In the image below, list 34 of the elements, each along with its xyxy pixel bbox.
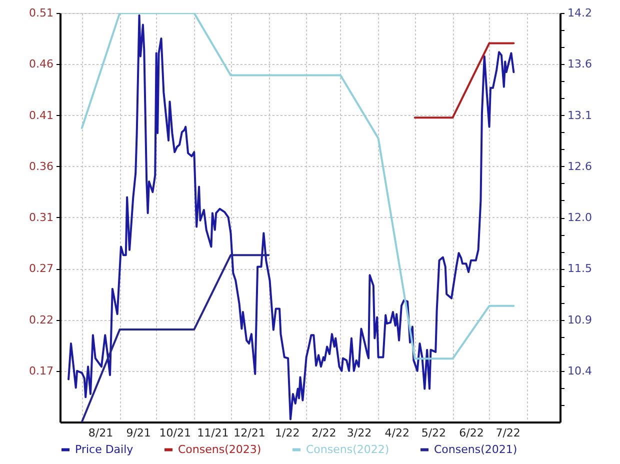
y2-tick-label: 12.6 <box>568 160 592 173</box>
y-tick-label: 0.36 <box>29 160 54 173</box>
x-tick-label: 8/21 <box>88 426 114 440</box>
y2-tick-label: 13.1 <box>568 108 592 122</box>
y-tick-label: 0.27 <box>29 262 54 276</box>
x-tick-label: 12/21 <box>234 426 266 440</box>
y2-tick-label: 12.0 <box>568 211 592 224</box>
y2-tick-label: 14.2 <box>568 6 592 20</box>
y-tick-label: 0.17 <box>29 364 54 378</box>
line-series <box>80 13 515 360</box>
legend-label: Price Daily <box>75 442 134 456</box>
y2-tick-label: 10.4 <box>568 364 592 378</box>
x-tick-label: 6/22 <box>459 426 484 440</box>
x-tick-label: 3/22 <box>346 426 372 440</box>
y2-tick-label: 13.6 <box>568 58 592 71</box>
legend-label: Consens(2022) <box>306 442 390 456</box>
y-tick-label: 0.46 <box>29 58 54 71</box>
y-tick-label: 0.22 <box>29 313 54 326</box>
legend-label: Consens(2023) <box>178 442 262 456</box>
line-series <box>68 14 515 420</box>
y-tick-label: 0.31 <box>29 211 54 224</box>
x-tick-label: 5/22 <box>421 426 446 440</box>
y2-tick-label: 11.5 <box>568 262 592 276</box>
x-tick-label: 9/21 <box>126 426 151 440</box>
x-tick-label: 1/22 <box>274 426 300 440</box>
x-tick-label: 10/21 <box>159 426 191 440</box>
y2-tick-label: 10.9 <box>568 313 592 326</box>
y-tick-label: 0.51 <box>29 6 54 20</box>
x-tick-label: 4/22 <box>384 426 410 440</box>
y-tick-label: 0.41 <box>29 108 54 122</box>
x-tick-label: 2/22 <box>312 426 336 440</box>
legend-label: Consens(2021) <box>434 442 518 456</box>
x-tick-label: 7/22 <box>496 426 520 440</box>
x-tick-label: 11/21 <box>197 426 229 440</box>
